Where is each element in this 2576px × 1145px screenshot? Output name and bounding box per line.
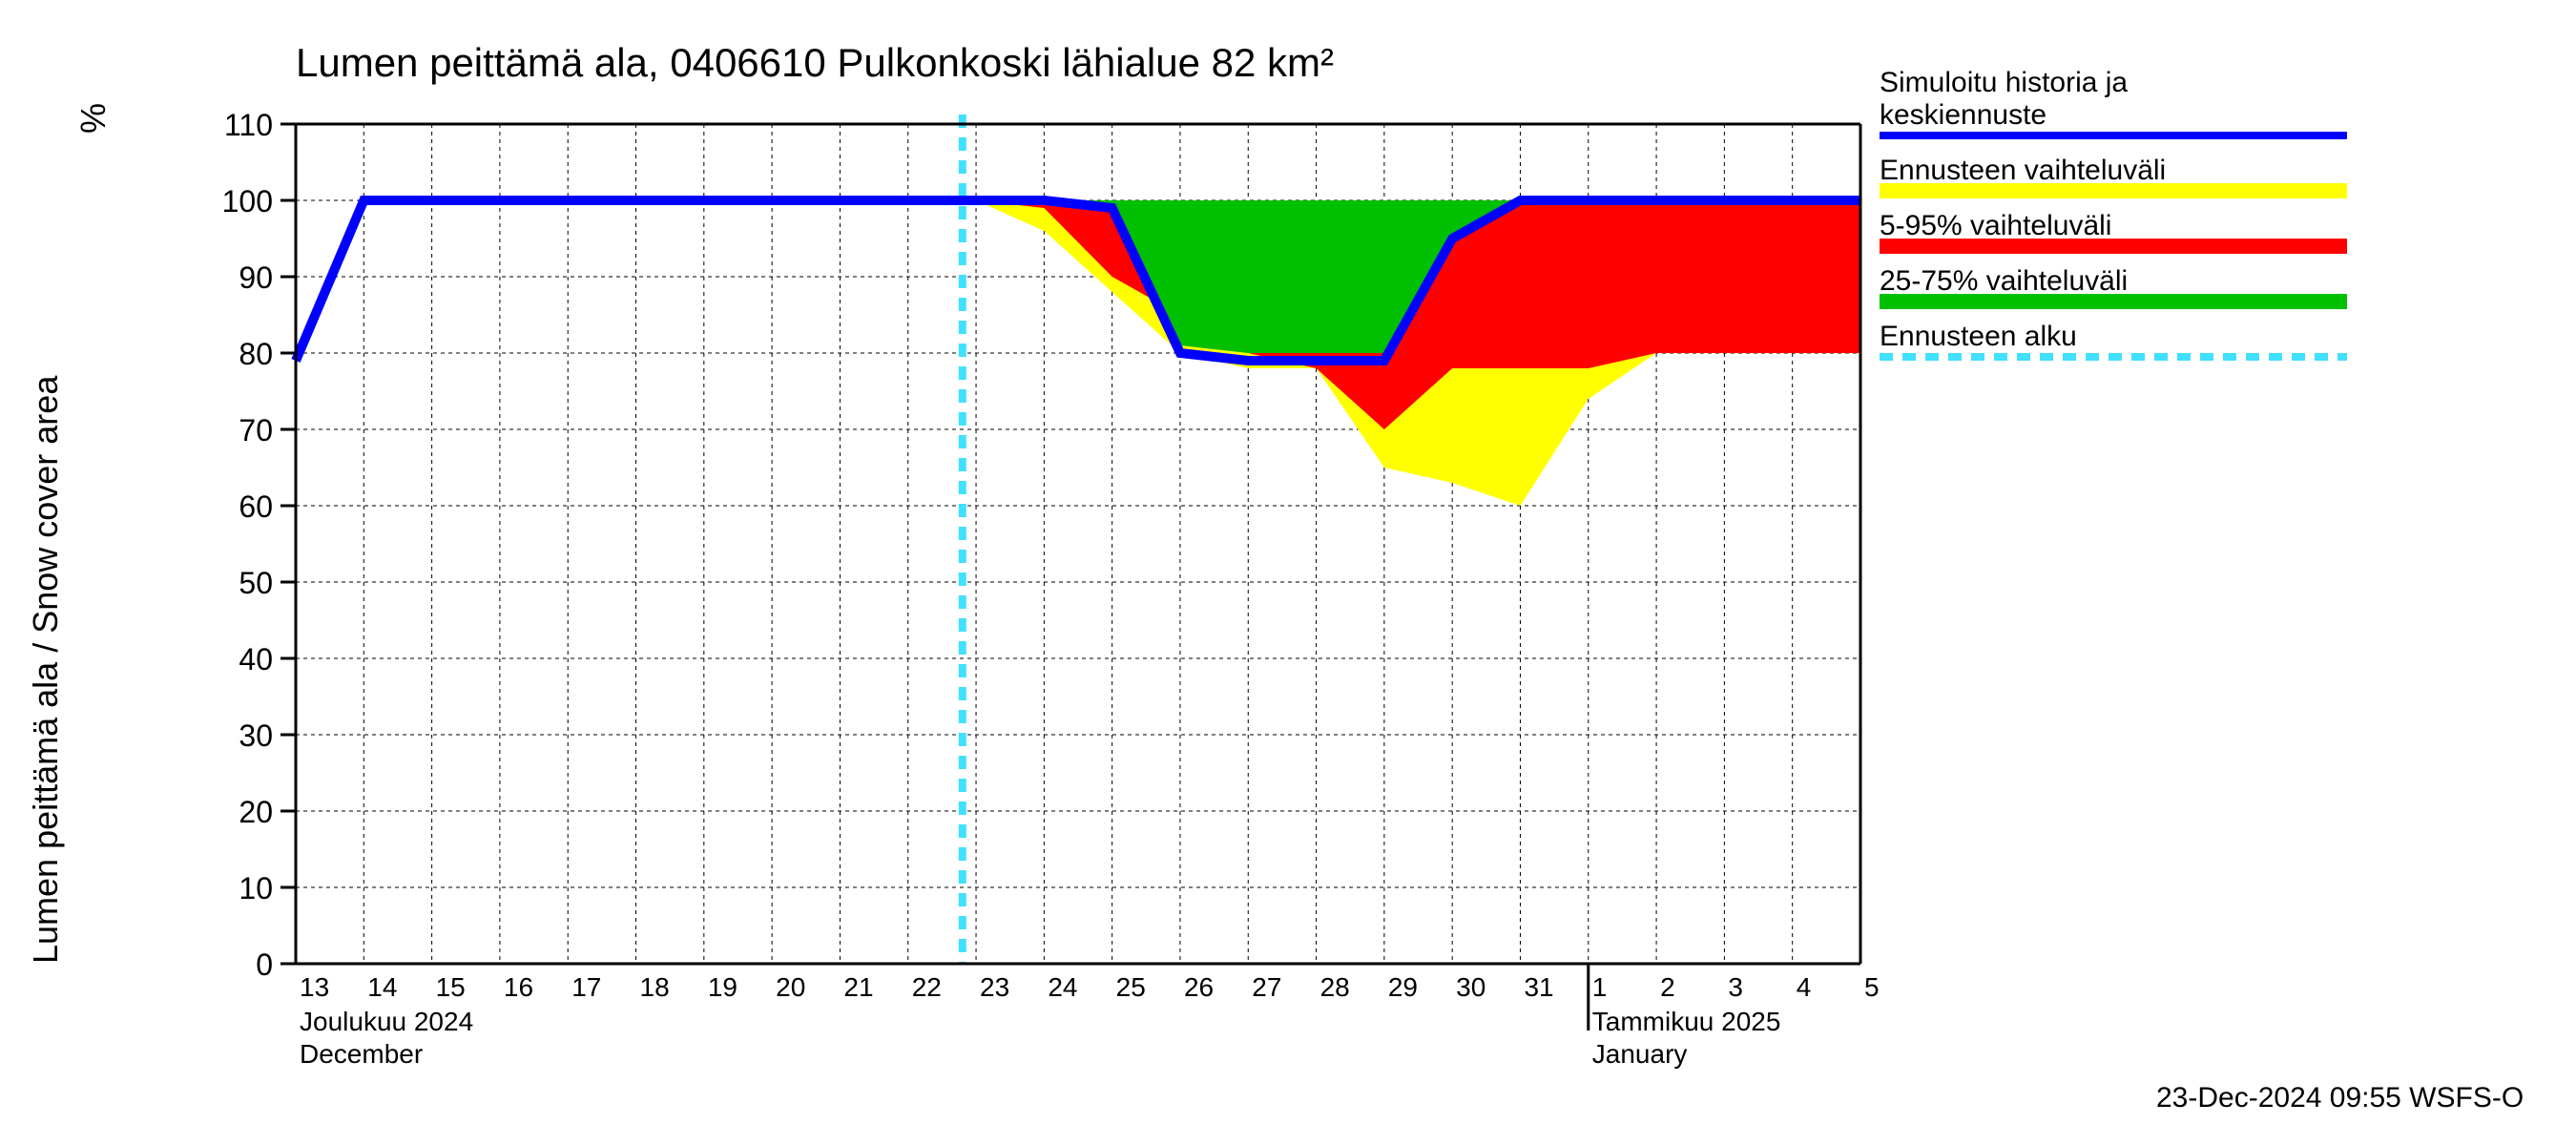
x-tick-label: 28 xyxy=(1320,972,1350,1002)
legend-label: Ennusteen vaihteluväli xyxy=(1880,155,2166,186)
x-tick-label: 4 xyxy=(1797,972,1812,1002)
month-label-en: January xyxy=(1592,1039,1688,1069)
y-tick-label: 0 xyxy=(256,947,273,982)
x-tick-label: 20 xyxy=(776,972,805,1002)
x-tick-label: 13 xyxy=(300,972,329,1002)
y-tick-label: 80 xyxy=(239,337,273,371)
x-tick-label: 30 xyxy=(1456,972,1485,1002)
snow-cover-chart: Lumen peittämä ala, 0406610 Pulkonkoski … xyxy=(0,0,2576,1145)
x-tick-label: 21 xyxy=(843,972,873,1002)
legend-label: 5-95% vaihteluväli xyxy=(1880,210,2111,241)
x-tick-label: 24 xyxy=(1048,972,1077,1002)
y-tick-label: 70 xyxy=(239,413,273,448)
x-tick-label: 14 xyxy=(367,972,397,1002)
x-tick-label: 3 xyxy=(1728,972,1743,1002)
x-tick-label: 27 xyxy=(1252,972,1281,1002)
legend-label: Ennusteen alku xyxy=(1880,321,2077,352)
y-tick-label: 50 xyxy=(239,566,273,600)
y-tick-label: 20 xyxy=(239,795,273,829)
y-tick-label: 90 xyxy=(239,260,273,295)
x-tick-label: 26 xyxy=(1184,972,1214,1002)
band-mid xyxy=(296,200,1860,429)
y-tick-label: 110 xyxy=(224,108,273,142)
month-label-en: December xyxy=(300,1039,423,1069)
y-tick-label: 30 xyxy=(239,718,273,753)
x-tick-label: 18 xyxy=(640,972,670,1002)
x-tick-label: 29 xyxy=(1388,972,1418,1002)
footer-timestamp: 23-Dec-2024 09:55 WSFS-O xyxy=(2156,1082,2524,1114)
chart-svg: Lumen peittämä ala, 0406610 Pulkonkoski … xyxy=(0,0,2576,1145)
month-label: Joulukuu 2024 xyxy=(300,1007,473,1036)
x-tick-label: 16 xyxy=(504,972,533,1002)
x-tick-label: 25 xyxy=(1116,972,1146,1002)
month-label: Tammikuu 2025 xyxy=(1592,1007,1781,1036)
x-tick-label: 1 xyxy=(1592,972,1608,1002)
x-tick-label: 19 xyxy=(708,972,737,1002)
x-tick-label: 5 xyxy=(1864,972,1880,1002)
legend-swatch xyxy=(1880,239,2347,254)
x-tick-label: 23 xyxy=(980,972,1009,1002)
x-tick-label: 15 xyxy=(436,972,466,1002)
legend-label: keskiennuste xyxy=(1880,99,2046,131)
y-tick-label: 10 xyxy=(239,871,273,906)
y-tick-label: 40 xyxy=(239,642,273,677)
y-tick-label: 100 xyxy=(222,184,273,219)
legend-label: Simuloitu historia ja xyxy=(1880,67,2128,98)
legend-swatch xyxy=(1880,183,2347,198)
chart-title: Lumen peittämä ala, 0406610 Pulkonkoski … xyxy=(296,40,1334,85)
x-tick-label: 31 xyxy=(1524,972,1553,1002)
x-tick-label: 17 xyxy=(571,972,601,1002)
y-axis-label: Lumen peittämä ala / Snow cover area xyxy=(26,375,65,964)
y-tick-label: 60 xyxy=(239,489,273,524)
x-tick-label: 22 xyxy=(912,972,942,1002)
legend-swatch xyxy=(1880,294,2347,309)
legend-label: 25-75% vaihteluväli xyxy=(1880,265,2128,297)
y-axis-unit: % xyxy=(73,103,113,134)
x-tick-label: 2 xyxy=(1660,972,1675,1002)
